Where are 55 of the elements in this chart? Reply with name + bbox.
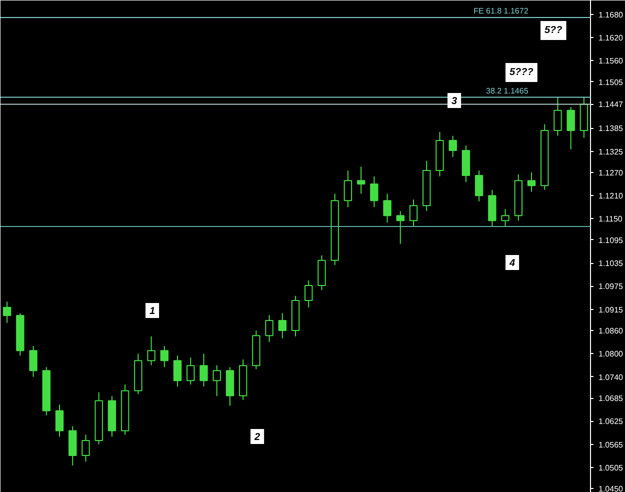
y-tick-label: 1.0565 [598,440,624,450]
candlestick [501,208,510,227]
candlestick [82,434,90,462]
candlestick [278,312,286,339]
y-tick-label: 1.0975 [598,282,624,292]
annotation: 2 [254,432,260,443]
candlestick [2,301,12,324]
candlestick [554,96,562,136]
candlestick [55,404,64,438]
candlestick [474,170,484,202]
annotation: 4 [508,258,516,269]
candlestick [265,314,274,343]
y-tick-label: 1.0860 [598,326,624,336]
y-tick-label: 1.0800 [598,350,624,359]
candlestick [173,355,182,387]
candlestick [147,336,156,366]
candlestick [29,345,38,378]
y-tick-label: 1.1095 [598,236,624,245]
y-tick-label: 1.1270 [598,168,624,178]
annotation: 3 [452,96,458,107]
y-tick-label: 1.0915 [598,305,624,314]
candlestick [200,353,208,387]
y-tick-label: 1.1150 [598,214,623,224]
ref-line-label: FE 61.8 1.1672 [474,6,529,16]
y-tick-label: 1.1447 [598,100,624,110]
candlestick [212,364,221,397]
ref-line-label: 38.2 1.1465 [486,86,529,96]
annotation: 1 [150,306,156,317]
candlestick [527,172,536,192]
y-tick-label: 1.1620 [598,34,624,43]
candlestick [566,106,575,150]
candlestick [356,166,366,194]
y-tick-label: 1.1035 [598,259,624,268]
y-tick-label: 1.0450 [598,484,624,492]
candlestick [409,198,418,227]
y-tick-label: 1.0625 [598,417,624,426]
y-tick-label: 1.0505 [598,463,624,472]
candlestick [160,345,168,368]
y-tick-label: 1.1325 [598,147,624,156]
y-tick-label: 1.1560 [598,56,624,66]
candlestick [383,193,392,224]
candlestick [370,176,378,208]
y-tick-label: 1.1680 [598,10,624,20]
y-tick-label: 1.0685 [598,394,624,404]
y-tick-label: 1.0740 [598,372,624,382]
candlestick [344,170,352,208]
y-tick-label: 1.1210 [598,192,624,201]
candlestick [304,280,313,308]
candlestick [396,210,404,244]
annotation: 5?? [544,25,562,36]
candlestick [448,135,457,158]
annotation: 5??? [510,67,534,78]
y-tick-label: 1.1505 [598,78,624,87]
y-tick-label: 1.1385 [598,124,624,134]
candlestick [186,357,195,386]
